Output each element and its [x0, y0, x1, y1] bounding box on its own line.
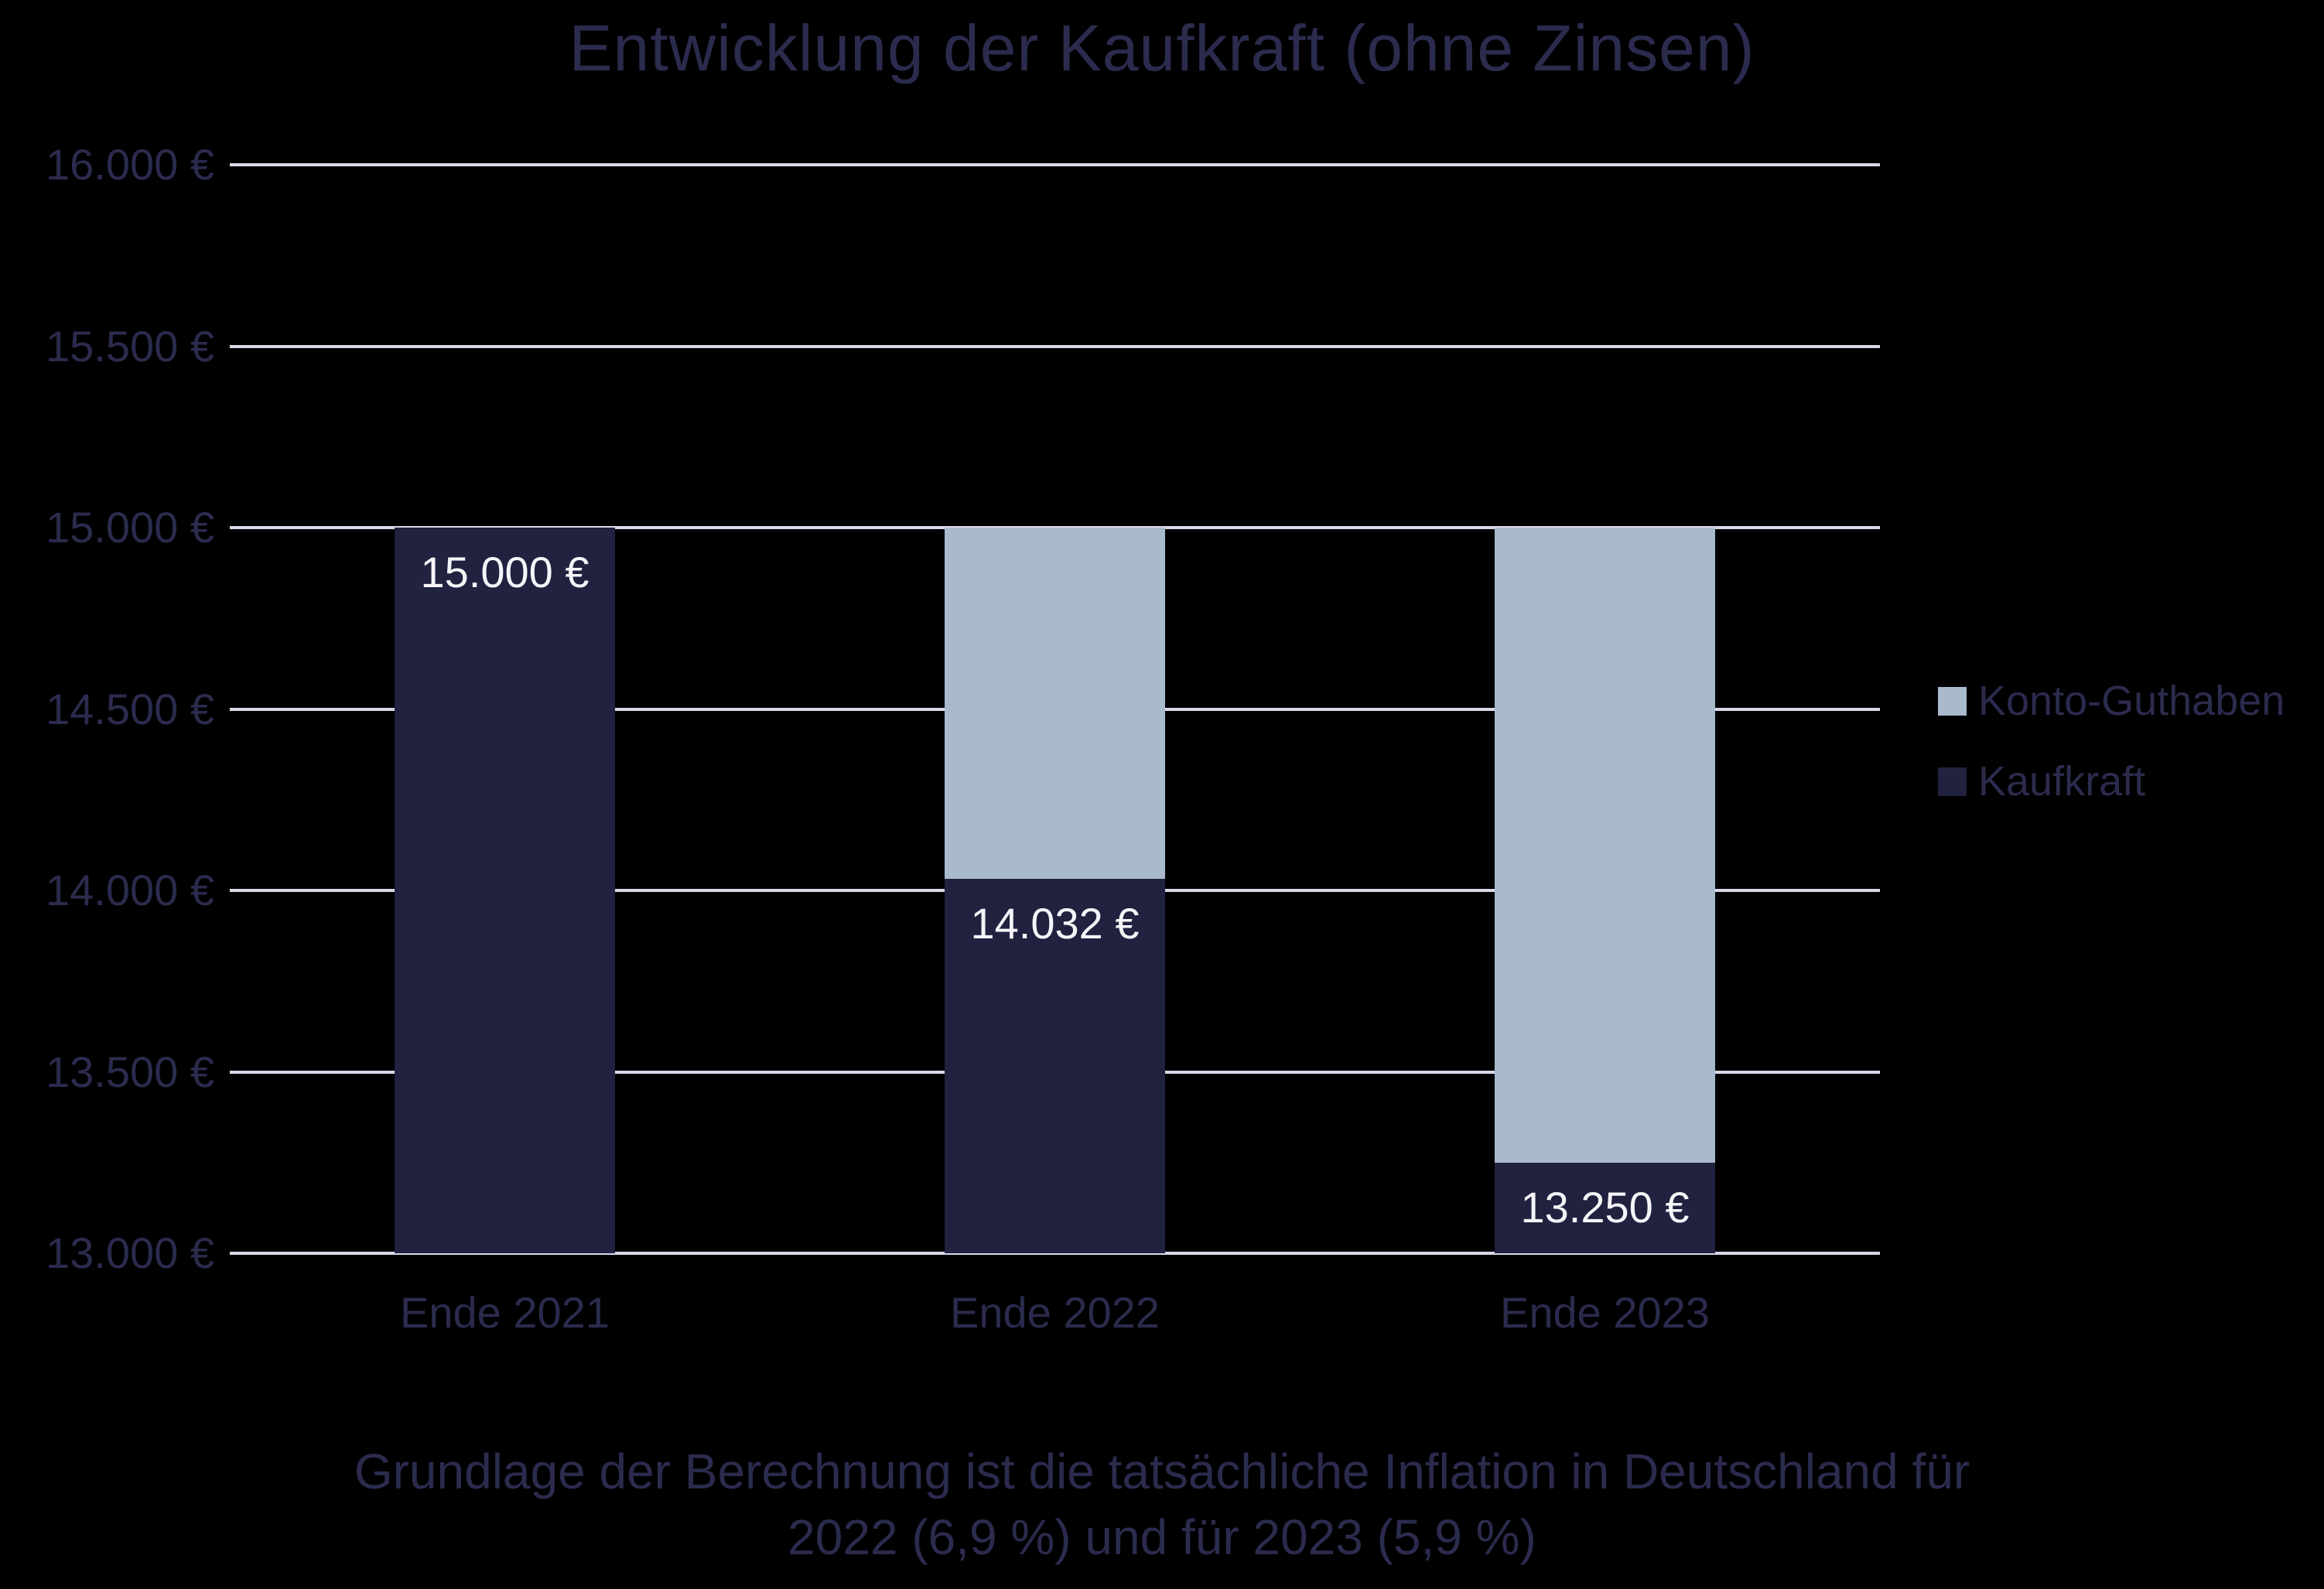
chart-title: Entwicklung der Kaufkraft (ohne Zinsen)	[569, 12, 1755, 84]
y-axis-tick-label: 15.500 €	[46, 321, 214, 371]
y-axis-tick-label: 14.000 €	[46, 866, 214, 914]
caption-line-1: Grundlage der Berechnung ist die tatsäch…	[354, 1444, 1970, 1499]
y-axis-tick-label: 15.000 €	[46, 503, 214, 552]
legend-swatch-konto-guthaben	[1938, 686, 1967, 716]
y-axis-tick-label: 14.500 €	[46, 684, 214, 733]
legend-item: Konto-Guthaben	[1938, 678, 2285, 724]
legend-item: Kaufkraft	[1938, 758, 2285, 805]
bar-value-label: 15.000 €	[420, 548, 590, 596]
bar-kaufkraft	[1495, 1162, 1715, 1253]
bar-konto-guthaben	[1495, 528, 1715, 1253]
y-axis-tick-label: 13.500 €	[46, 1047, 214, 1096]
x-axis-tick-label: Ende 2023	[1500, 1288, 1710, 1337]
legend-swatch-kaufkraft	[1938, 767, 1967, 796]
gridline	[230, 163, 1880, 166]
caption-line-2: 2022 (6,9 %) und für 2023 (5,9 %)	[788, 1509, 1536, 1565]
chart-caption: Grundlage der Berechnung ist die tatsäch…	[0, 1439, 2324, 1570]
bar-value-label: 13.250 €	[1520, 1182, 1690, 1232]
legend: Konto-Guthaben Kaufkraft	[1938, 678, 2285, 845]
gridline	[230, 1252, 1880, 1255]
legend-label: Kaufkraft	[1978, 758, 2146, 805]
gridline	[230, 344, 1880, 348]
bar-value-label: 14.032 €	[970, 898, 1140, 948]
bar-kaufkraft	[395, 528, 615, 1253]
legend-label: Konto-Guthaben	[1978, 678, 2285, 724]
x-axis-tick-label: Ende 2021	[400, 1288, 610, 1337]
x-axis-tick-label: Ende 2022	[950, 1288, 1160, 1337]
y-axis-tick-label: 13.000 €	[46, 1228, 214, 1277]
bar-kaufkraft	[945, 878, 1165, 1253]
y-axis-tick-label: 16.000 €	[46, 140, 214, 189]
